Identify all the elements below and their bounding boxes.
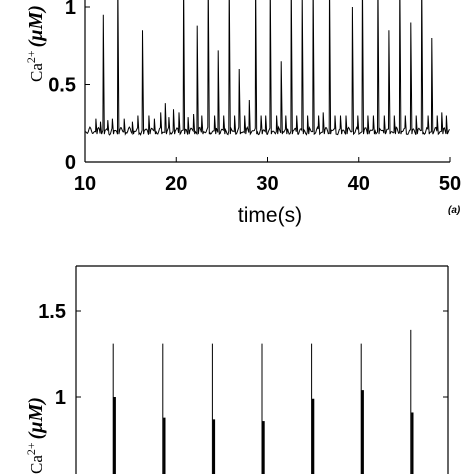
chart-a-x-tick-label-2: 30 xyxy=(256,173,278,195)
chart-a-y-tick-label-0: 0 xyxy=(65,152,76,174)
chart-b-y-axis-label-unit: (μM) xyxy=(25,397,47,439)
chart-b-y-axis-label-base: Ca xyxy=(27,455,46,474)
chart-a-ticks xyxy=(84,6,451,163)
chart-a-panel-label: (a) xyxy=(448,205,461,216)
chart-a-x-tick-label-1: 20 xyxy=(165,173,187,195)
chart-a-y-axis-label-unit: (μM) xyxy=(25,5,47,47)
chart-a-y-tick-label-2: 1 xyxy=(65,0,76,19)
chart-a: 10 20 30 40 50 00.51 time(s) (a) Ca2+(μM) xyxy=(24,0,461,227)
chart-a-x-tick-label-4: 50 xyxy=(439,173,461,195)
chart-a-y-tick-label-1: 0.5 xyxy=(48,75,76,97)
chart-b-ticks xyxy=(76,310,448,398)
chart-a-x-tick-label-3: 40 xyxy=(348,173,370,195)
chart-b-spikes xyxy=(112,329,414,474)
chart-a-series-line xyxy=(84,0,451,136)
chart-a-trace xyxy=(84,0,451,136)
chart-a-y-axis-label: Ca2+ (μM) xyxy=(24,5,47,82)
chart-b-y-axis-label: Ca2+ (μM) xyxy=(24,397,47,474)
chart-b-y-tick-labels: 11.5 xyxy=(38,301,66,409)
chart-a-y-axis-label-sup: 2+ xyxy=(24,50,38,63)
chart-a-y-axis-label-base: Ca xyxy=(27,63,46,82)
chart-b-y-tick-label-0: 1 xyxy=(55,387,66,409)
chart-a-y-tick-labels: 00.51 xyxy=(48,0,76,174)
chart-b-y-tick-label-1: 1.5 xyxy=(38,301,66,323)
chart-b: 11.5 Ca2+(μM) xyxy=(24,265,449,474)
chart-b-y-axis-label-sup: 2+ xyxy=(24,442,38,455)
chart-a-x-axis-label: time(s) xyxy=(238,204,302,227)
chart-a-x-tick-label-0: 10 xyxy=(74,173,96,195)
chart-a-x-tick-labels: 10 20 30 40 50 xyxy=(74,173,461,195)
